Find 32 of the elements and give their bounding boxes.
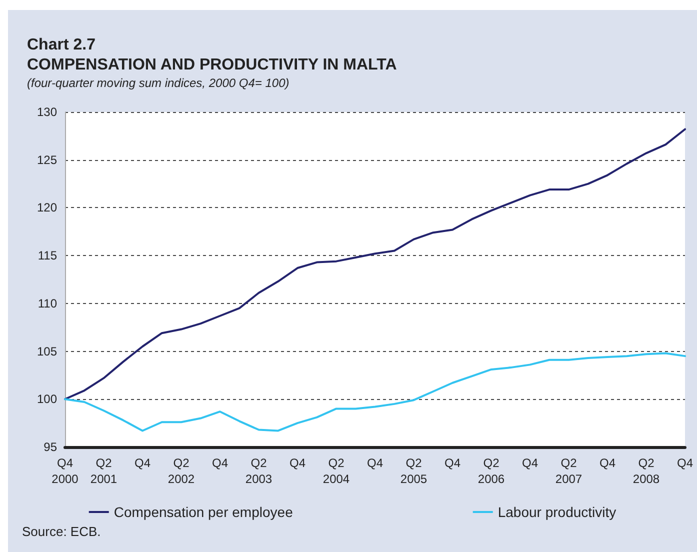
line-series [64,352,686,432]
x-tick-label: Q2 2004 [322,456,350,486]
x-tick-label: Q2 2003 [245,456,272,486]
x-tick-label: Q2 2008 [632,456,660,486]
legend-label: Compensation per employee [114,504,294,520]
line-series [64,128,686,400]
source-note: Source: ECB. [22,524,101,539]
x-tick-label: Q2 2001 [90,456,118,486]
x-tick-label: Q2 2005 [400,456,428,486]
x-tick-label: Q4 [676,456,694,470]
x-tick-label: Q2 2006 [478,456,505,486]
y-tick-label: 100 [36,392,58,406]
x-tick-label: Q4 [444,456,461,470]
y-tick-label: 120 [36,200,58,215]
y-tick-label: 95 [44,440,58,454]
x-tick-label: Q4 [522,456,538,470]
x-tick-label: Q2 2007 [555,456,582,486]
chart-title: Chart 2.7 COMPENSATION AND PRODUCTIVITY IN MALTA [27,36,398,74]
legend-label: Labour productivity [498,504,616,520]
x-tick-label: Q4 [212,456,228,470]
x-tick-label: Q4 [366,456,384,470]
x-tick-label: Q4 [599,456,616,470]
y-tick-label: 115 [38,248,58,263]
y-tick-label: 110 [38,296,58,310]
x-tick-label: Q4 [134,456,151,470]
x-tick-label: Q4 [289,456,306,470]
y-tick-label: 125 [36,152,58,167]
x-tick-label: Q4 2000 [52,456,79,486]
x-tick-label: Q2 2002 [168,456,195,486]
y-tick-label: 105 [36,344,58,358]
chart-subtitle: (four-quarter moving sum indices, 2000 Q4= 100) [27,76,290,90]
y-tick-label: 130 [36,105,58,119]
